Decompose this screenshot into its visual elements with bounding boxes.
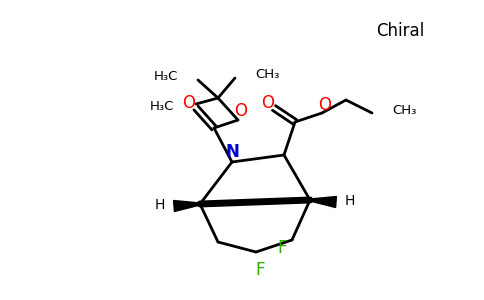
Text: O: O xyxy=(261,94,274,112)
Text: H₃C: H₃C xyxy=(150,100,174,113)
Text: CH₃: CH₃ xyxy=(392,104,416,118)
Text: H: H xyxy=(155,198,165,212)
Text: Chiral: Chiral xyxy=(376,22,424,40)
Text: O: O xyxy=(182,94,196,112)
Text: CH₃: CH₃ xyxy=(255,68,279,80)
Text: F: F xyxy=(277,239,287,257)
Polygon shape xyxy=(310,196,336,208)
Text: H: H xyxy=(345,194,355,208)
Text: O: O xyxy=(235,102,247,120)
Text: H₃C: H₃C xyxy=(153,70,178,83)
Text: N: N xyxy=(225,143,239,161)
Text: O: O xyxy=(318,96,332,114)
Text: F: F xyxy=(255,261,265,279)
Polygon shape xyxy=(174,200,200,211)
